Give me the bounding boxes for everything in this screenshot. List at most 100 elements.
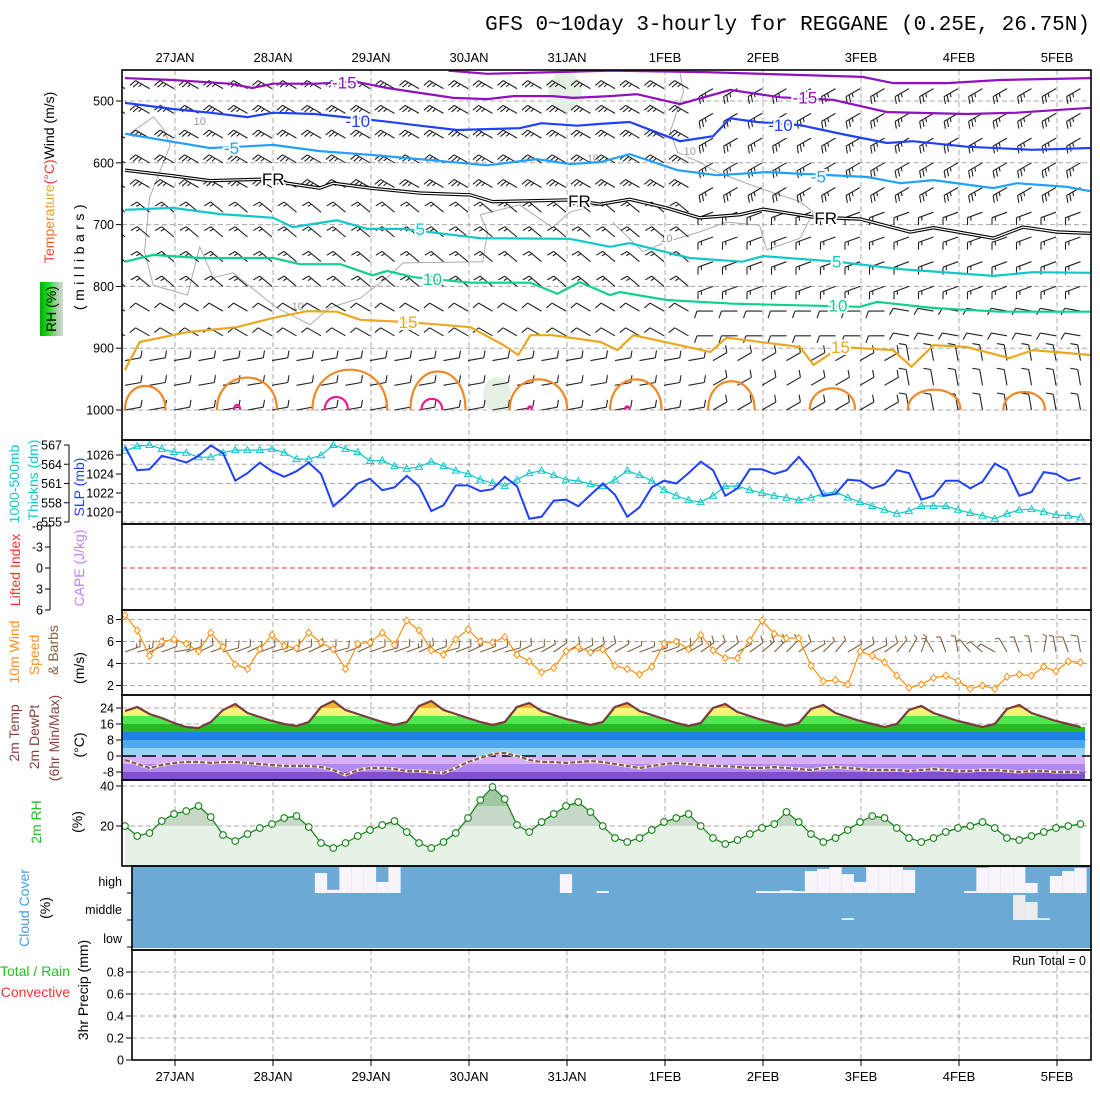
wind-barb xyxy=(178,129,199,139)
wind-barb xyxy=(972,343,984,361)
wind-barb xyxy=(712,394,728,411)
li-tick-label: 3 xyxy=(36,583,43,597)
wind-barb xyxy=(966,261,983,275)
wind-speed-marker xyxy=(966,684,974,694)
thickness-marker xyxy=(512,475,522,483)
wind-barb xyxy=(663,399,682,411)
wind-barb xyxy=(547,275,567,287)
wind10m-barb xyxy=(529,639,545,653)
wind-barb xyxy=(252,327,273,337)
wind-barb xyxy=(668,327,689,337)
wind-barb xyxy=(966,285,983,300)
wind-speed-marker xyxy=(133,626,141,635)
wind-barb xyxy=(498,275,518,287)
slp-tick-label: 1022 xyxy=(86,487,114,501)
thickness-marker xyxy=(1051,510,1061,518)
rh-contour-line xyxy=(127,116,601,326)
wind-barb xyxy=(350,129,371,139)
wind-barb xyxy=(296,350,315,362)
wind-barb xyxy=(522,275,542,287)
wind-speed-marker xyxy=(746,636,754,645)
wind-speed-marker xyxy=(341,664,350,674)
wind-barb xyxy=(761,369,777,386)
wind10m-barb xyxy=(822,636,836,653)
wind-barb xyxy=(276,327,297,337)
temp-tick-label: 0 xyxy=(107,750,114,764)
temp-band xyxy=(122,724,1085,732)
wind-barb xyxy=(228,275,248,287)
wind-barb xyxy=(423,80,444,90)
thickness-marker xyxy=(916,501,926,509)
rh2m-marker xyxy=(807,830,815,838)
cloud-bar-middle xyxy=(1013,894,1026,920)
wind-barb xyxy=(884,394,899,411)
wind-barb xyxy=(253,275,273,287)
wind10m-barb xyxy=(455,639,472,653)
wind-barb xyxy=(595,129,616,139)
wind-barb xyxy=(448,80,469,90)
wind-barb xyxy=(746,285,763,300)
wind-speed-marker xyxy=(893,671,901,680)
slp-tick-label: 1026 xyxy=(86,449,114,463)
wind-barb xyxy=(884,369,899,386)
rh2m-marker xyxy=(488,783,497,791)
cloud-bar-high xyxy=(363,867,377,893)
wind-barb xyxy=(178,302,199,312)
wind-barb xyxy=(271,399,290,411)
wind10m-barb xyxy=(124,639,141,653)
wind-barb xyxy=(943,137,959,154)
thickness-marker xyxy=(696,497,706,506)
wind-barb xyxy=(712,369,728,386)
wind-barb xyxy=(1066,162,1081,179)
wind-barb xyxy=(204,250,224,263)
wind-barb xyxy=(992,187,1008,203)
wind-barb xyxy=(423,327,444,337)
wind-barb xyxy=(786,369,801,386)
wind-barb xyxy=(919,112,934,129)
wind-barb xyxy=(913,332,934,340)
date-label-bottom: 27JAN xyxy=(155,1069,194,1084)
wind-barb xyxy=(1070,343,1082,361)
rh2m-marker xyxy=(206,813,215,821)
wind-speed-marker xyxy=(403,616,411,625)
wind-barb xyxy=(423,104,444,114)
wind-barb xyxy=(1066,187,1081,203)
wind-barb xyxy=(942,236,959,250)
pressure-tick-label: 800 xyxy=(93,280,114,294)
date-label-bottom: 28JAN xyxy=(253,1069,292,1084)
wind10m-barb xyxy=(259,639,276,653)
wind-barb xyxy=(845,88,861,104)
wind-barb xyxy=(942,261,959,275)
thickness-marker xyxy=(965,508,975,517)
wind-barb xyxy=(697,261,714,275)
wind-barb xyxy=(565,350,584,362)
temp-band xyxy=(122,701,1085,708)
wind-barb xyxy=(449,201,469,213)
cloud-bar-high xyxy=(890,867,903,893)
li-tick-label: -6 xyxy=(32,520,43,534)
cloud-bar-high xyxy=(388,867,401,893)
wind-barb xyxy=(772,137,787,154)
cloud-bar-high xyxy=(1025,883,1038,893)
rh2m-marker xyxy=(1052,824,1060,832)
wind10m-barb xyxy=(884,635,899,653)
wind10m-barbs xyxy=(124,633,1082,653)
wind-barb xyxy=(770,236,787,250)
wind-barb xyxy=(819,261,836,275)
wind-barb xyxy=(870,162,885,179)
rh2m-marker xyxy=(819,838,828,846)
wind-barb xyxy=(668,179,689,188)
wind-speed-marker xyxy=(954,676,962,686)
wind10m-barb xyxy=(614,639,630,653)
thickness-marker xyxy=(1014,505,1024,513)
wind-speed-marker xyxy=(1015,670,1023,679)
cloud-bar-high xyxy=(976,867,989,893)
wind-barb xyxy=(1040,236,1057,250)
cloud-bar-high xyxy=(1049,875,1063,893)
wind-barb xyxy=(747,137,763,154)
wind-barb xyxy=(770,261,787,275)
wind-barb xyxy=(129,104,150,114)
cloud-units-label: (%) xyxy=(37,897,53,919)
rh2m-marker xyxy=(451,829,460,837)
date-label-top: 2FEB xyxy=(747,50,780,65)
